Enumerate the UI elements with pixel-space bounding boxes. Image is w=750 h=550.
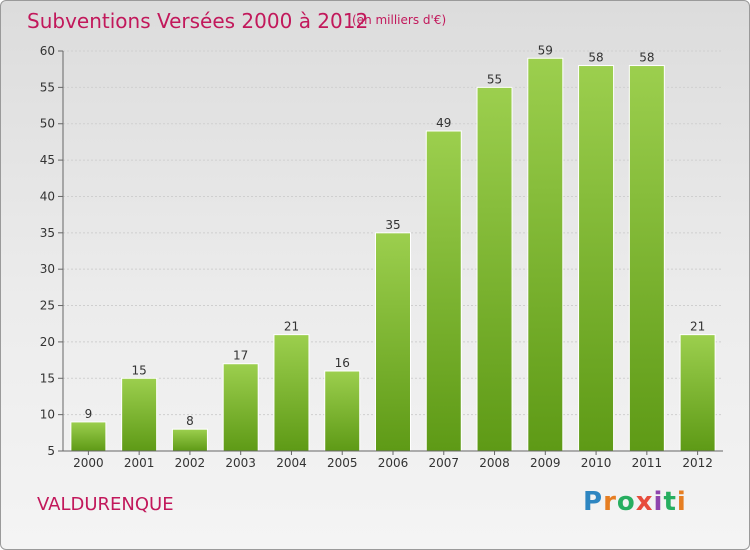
y-tick-label: 55 xyxy=(40,80,55,94)
y-tick-label: 35 xyxy=(40,226,55,240)
bar-2008 xyxy=(476,86,513,452)
x-tick-label: 2006 xyxy=(378,456,409,470)
bar-2009 xyxy=(527,57,564,452)
data-label: 49 xyxy=(436,116,451,130)
data-label: 17 xyxy=(233,349,248,363)
y-tick-label: 25 xyxy=(40,299,55,313)
bar-2010 xyxy=(578,65,615,452)
x-tick-label: 2002 xyxy=(175,456,206,470)
chart-title: Subventions Versées 2000 à 2012 xyxy=(27,9,369,33)
x-tick-label: 2008 xyxy=(479,456,510,470)
data-label: 21 xyxy=(284,320,299,334)
x-tick-label: 2005 xyxy=(327,456,358,470)
proxiti-logo: Proxiti xyxy=(583,487,687,517)
y-tick-label: 10 xyxy=(40,408,55,422)
x-tick-label: 2010 xyxy=(581,456,612,470)
data-label: 21 xyxy=(690,320,705,334)
data-label: 8 xyxy=(186,414,194,428)
y-tick-label: 40 xyxy=(40,189,55,203)
bar-2003 xyxy=(222,363,259,452)
x-tick-label: 2012 xyxy=(682,456,713,470)
data-label: 35 xyxy=(385,218,400,232)
x-tick-label: 2009 xyxy=(530,456,561,470)
bar-2000 xyxy=(70,421,107,452)
data-label: 55 xyxy=(487,72,502,86)
bar-2012 xyxy=(679,334,716,452)
y-tick-label: 5 xyxy=(47,444,55,458)
y-tick-label: 45 xyxy=(40,153,55,167)
x-tick-label: 2007 xyxy=(428,456,459,470)
x-tick-label: 2001 xyxy=(124,456,155,470)
bar-2007 xyxy=(425,130,462,452)
bar-2011 xyxy=(628,65,665,452)
commune-name: VALDURENQUE xyxy=(37,494,174,515)
chart-subtitle: (en milliers d'€) xyxy=(352,13,447,27)
bar-2002 xyxy=(171,428,208,452)
y-tick-label: 30 xyxy=(40,262,55,276)
x-tick-label: 2011 xyxy=(632,456,663,470)
y-tick-label: 15 xyxy=(40,371,55,385)
bar-2006 xyxy=(375,232,411,452)
data-label: 16 xyxy=(335,356,350,370)
bar-2005 xyxy=(324,370,361,452)
bar-2001 xyxy=(121,377,158,452)
x-tick-label: 2004 xyxy=(276,456,307,470)
y-tick-label: 50 xyxy=(40,117,55,131)
data-label: 9 xyxy=(85,407,93,421)
y-tick-label: 60 xyxy=(40,44,55,58)
x-tick-label: 2003 xyxy=(225,456,256,470)
data-label: 58 xyxy=(588,51,603,65)
data-label: 59 xyxy=(538,43,553,57)
y-tick-label: 20 xyxy=(40,335,55,349)
x-tick-label: 2000 xyxy=(73,456,104,470)
data-label: 58 xyxy=(639,51,654,65)
bar-2004 xyxy=(273,334,310,452)
data-label: 15 xyxy=(132,363,147,377)
